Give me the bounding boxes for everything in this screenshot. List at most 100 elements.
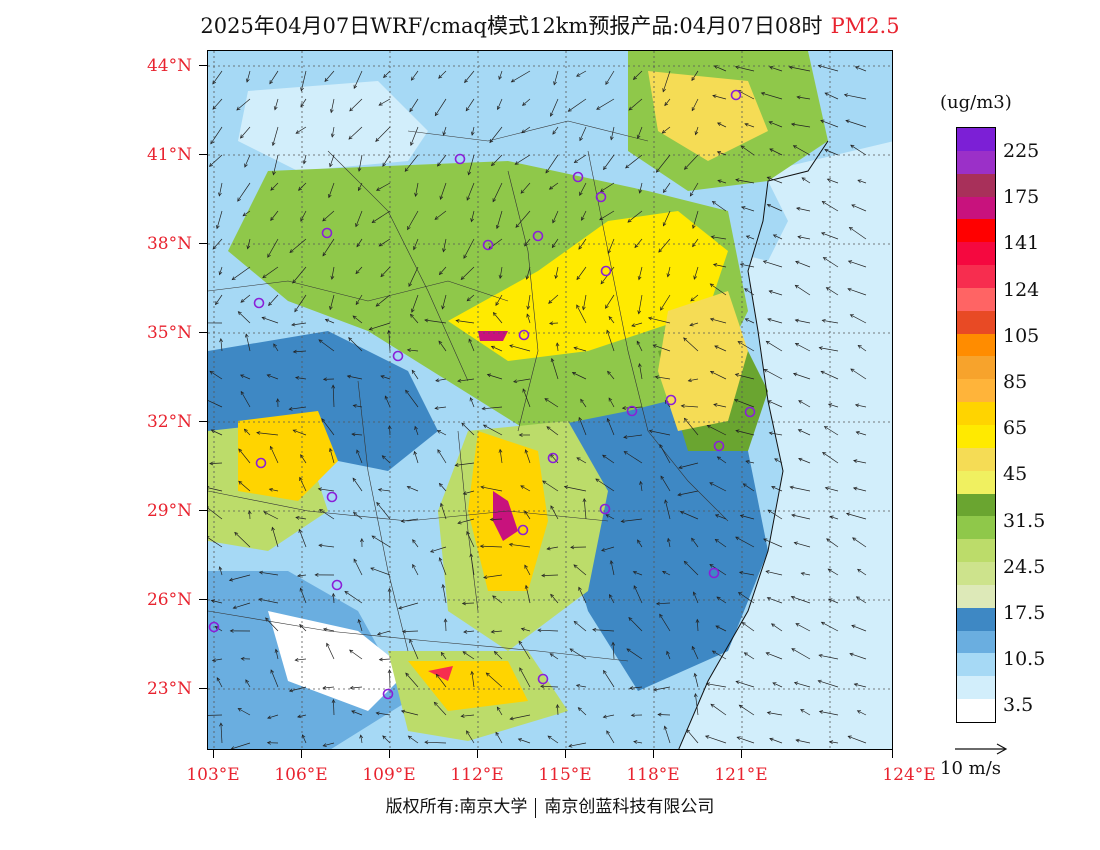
wind-arrow bbox=[379, 658, 391, 661]
wind-arrow-head bbox=[495, 301, 500, 306]
wind-arrow-head bbox=[794, 318, 799, 323]
wind-arrow bbox=[595, 478, 615, 492]
city-marker bbox=[454, 153, 466, 165]
wind-arrow bbox=[600, 182, 615, 192]
wind-arrow bbox=[601, 546, 615, 552]
legend-label: 141 bbox=[1003, 232, 1040, 255]
lat-label-38: 38°N bbox=[146, 234, 192, 254]
wind-arrow bbox=[495, 732, 503, 744]
wind-arrow bbox=[525, 449, 531, 464]
wind-arrow bbox=[461, 714, 475, 717]
wind-arrow bbox=[297, 714, 307, 718]
wind-arrow bbox=[405, 389, 419, 408]
wind-arrow bbox=[495, 294, 503, 306]
wind-arrow bbox=[496, 210, 503, 229]
wind-arrow bbox=[856, 431, 867, 436]
wind-arrow-head bbox=[595, 478, 600, 483]
lat-label-32: 32°N bbox=[146, 412, 192, 432]
legend-swatch bbox=[957, 196, 995, 220]
wind-arrow-head bbox=[563, 485, 569, 490]
wind-arrow-head bbox=[765, 652, 770, 656]
wind-arrow bbox=[828, 598, 839, 604]
wind-arrow bbox=[524, 238, 531, 247]
wind-arrow bbox=[434, 210, 447, 220]
wind-arrow-head bbox=[638, 363, 642, 368]
wind-arrow bbox=[599, 210, 615, 220]
wind-arrow bbox=[851, 204, 867, 212]
wind-arrow-head bbox=[691, 645, 696, 651]
wind-arrow bbox=[372, 210, 391, 223]
wind-arrow-head bbox=[824, 148, 829, 153]
wind-arrow-head bbox=[848, 226, 853, 231]
wind-arrow bbox=[470, 397, 475, 408]
wind-arrow-head bbox=[229, 628, 234, 633]
wind-arrow bbox=[850, 144, 867, 156]
wind-arrow-head bbox=[579, 191, 583, 197]
wind-arrow-head bbox=[735, 536, 740, 541]
wind-arrow-head bbox=[654, 375, 659, 380]
wind-arrow bbox=[735, 430, 755, 436]
wind-arrow-head bbox=[406, 348, 412, 352]
city-marker bbox=[208, 621, 220, 633]
wind-arrow-head bbox=[495, 224, 500, 230]
wind-arrow bbox=[289, 238, 307, 253]
wind-arrow-head bbox=[490, 162, 495, 167]
wind-arrow bbox=[445, 618, 447, 632]
wind-arrow-head bbox=[524, 242, 528, 247]
wind-arrow bbox=[457, 378, 475, 382]
wind-arrow-head bbox=[659, 443, 663, 449]
wind-arrow-head bbox=[636, 340, 641, 345]
wind-arrow bbox=[825, 487, 839, 492]
wind-arrow bbox=[407, 486, 419, 492]
wind-arrow-head bbox=[356, 243, 361, 248]
wind-arrow bbox=[717, 151, 727, 156]
wind-arrow bbox=[237, 182, 251, 202]
wind-arrow bbox=[471, 210, 475, 222]
wind-arrow-head bbox=[300, 87, 304, 92]
wind-arrow-head bbox=[659, 613, 663, 618]
wind-arrow bbox=[353, 558, 363, 576]
wind-arrow bbox=[696, 619, 699, 632]
wind-arrow bbox=[269, 70, 279, 84]
wind-arrow bbox=[300, 70, 307, 91]
wind-arrow-head bbox=[322, 627, 328, 632]
wind-arrow-head bbox=[691, 537, 695, 542]
legend-swatch bbox=[957, 516, 995, 540]
wind-arrow-head bbox=[794, 343, 800, 347]
wind-arrow-head bbox=[258, 570, 264, 575]
wind-arrow bbox=[216, 677, 223, 688]
wind-arrow bbox=[608, 316, 615, 324]
city-marker bbox=[326, 491, 338, 503]
legend-label: 45 bbox=[1003, 463, 1028, 486]
wind-arrow-head bbox=[569, 648, 574, 653]
wind-arrow-head bbox=[793, 541, 798, 546]
wind-arrow bbox=[300, 588, 307, 604]
wind-arrow bbox=[829, 741, 839, 744]
wind-arrow-head bbox=[788, 65, 793, 70]
wind-arrow bbox=[246, 70, 251, 83]
wind-arrow bbox=[772, 682, 783, 688]
wind-arrow-head bbox=[299, 624, 304, 629]
lon-label-109: 109°E bbox=[362, 765, 416, 785]
wind-arrow-head bbox=[240, 390, 245, 396]
wind-arrow bbox=[637, 539, 643, 548]
lat-label-44: 44°N bbox=[146, 56, 192, 76]
wind-arrow-head bbox=[713, 65, 718, 69]
wind-arrow-head bbox=[486, 373, 492, 378]
map-panel[interactable] bbox=[207, 50, 893, 750]
wind-arrow-head bbox=[434, 112, 439, 117]
wind-arrow-head bbox=[352, 404, 357, 408]
wind-arrow-head bbox=[633, 585, 638, 590]
wind-arrow-head bbox=[555, 704, 560, 709]
wind-arrow-head bbox=[599, 216, 604, 221]
wind-arrow-head bbox=[492, 198, 497, 203]
wind-arrow-head bbox=[605, 514, 610, 518]
wind-arrow bbox=[737, 736, 755, 744]
wind-arrow-head bbox=[795, 260, 800, 265]
wind-arrow bbox=[229, 574, 251, 581]
wind-arrow bbox=[766, 341, 783, 352]
wind-arrow bbox=[521, 126, 531, 134]
wind-arrow bbox=[763, 260, 783, 268]
wind-arrow bbox=[437, 449, 447, 464]
wind-arrow bbox=[710, 283, 727, 296]
